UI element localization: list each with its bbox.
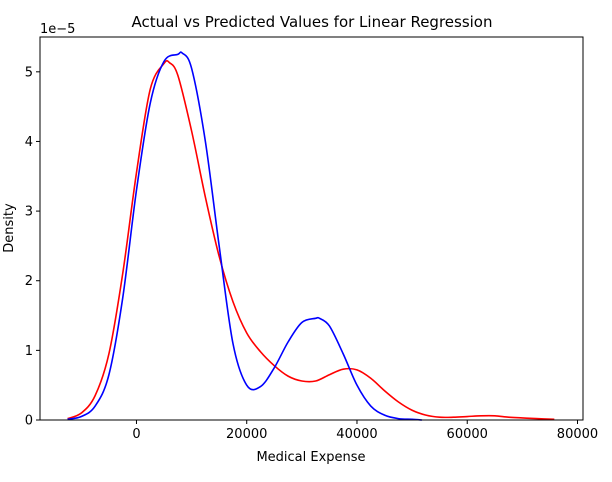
y-tick-label: 3 — [25, 205, 33, 220]
chart-title: Actual vs Predicted Values for Linear Re… — [131, 13, 492, 31]
x-tick-label: 60000 — [447, 427, 488, 442]
y-tick-label: 4 — [25, 135, 33, 150]
x-tick-label: 0 — [132, 427, 140, 442]
x-tick-label: 80000 — [557, 427, 598, 442]
y-tick-label: 2 — [25, 274, 33, 289]
series-line-2 — [67, 51, 423, 421]
y-axis-label: Density — [2, 203, 17, 253]
y-tick-label: 0 — [25, 414, 33, 429]
x-axis-label: Medical Expense — [256, 450, 365, 465]
x-tick-label: 20000 — [226, 427, 267, 442]
y-tick-label: 1 — [25, 344, 33, 359]
plot-area: 0 20000 40000 60000 80000 0 1 2 3 4 5 — [25, 36, 598, 442]
x-tick-label: 40000 — [336, 427, 377, 442]
y-tick-label: 5 — [25, 65, 33, 80]
series-line-1 — [67, 59, 555, 421]
y-offset-label: 1e−5 — [40, 22, 75, 37]
axes-frame — [39, 36, 584, 421]
